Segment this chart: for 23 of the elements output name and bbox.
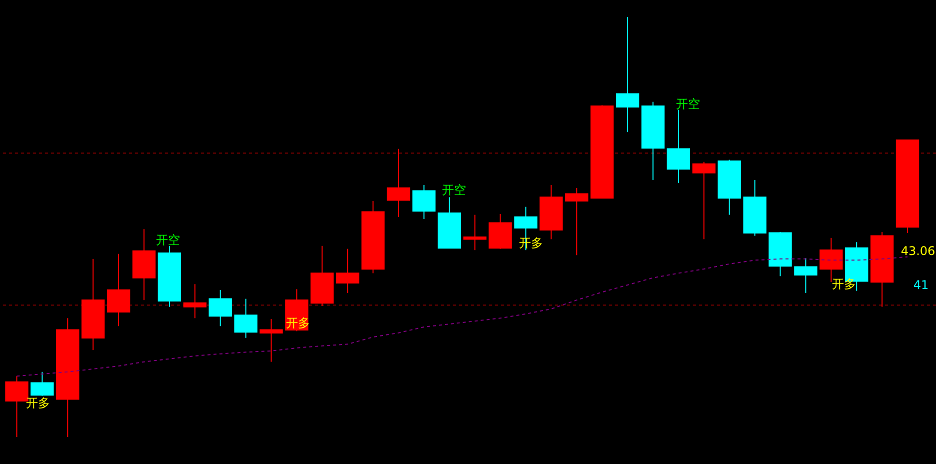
candlestick <box>106 253 130 327</box>
candlestick <box>234 298 258 338</box>
candlestick <box>666 109 690 184</box>
candlestick <box>565 187 588 256</box>
annotation: 开空 <box>156 233 180 247</box>
annotation: 43.06 <box>900 244 936 258</box>
candlestick <box>208 290 232 327</box>
annotation: 开多 <box>26 396 50 410</box>
candlestick <box>183 284 206 319</box>
candlestick <box>5 376 28 438</box>
candlestick <box>386 148 410 218</box>
candlestick <box>463 214 486 251</box>
annotation: 开多 <box>832 277 856 291</box>
candlestick <box>616 16 640 133</box>
candlestick <box>692 161 716 240</box>
annotation: 开空 <box>676 97 700 111</box>
candlestick <box>336 248 360 294</box>
annotation: 41 <box>913 278 929 292</box>
candlestick <box>30 371 54 396</box>
candlestick <box>412 184 436 220</box>
annotation: 开空 <box>442 183 466 197</box>
candlestick <box>260 318 283 362</box>
candlestick <box>794 258 818 294</box>
